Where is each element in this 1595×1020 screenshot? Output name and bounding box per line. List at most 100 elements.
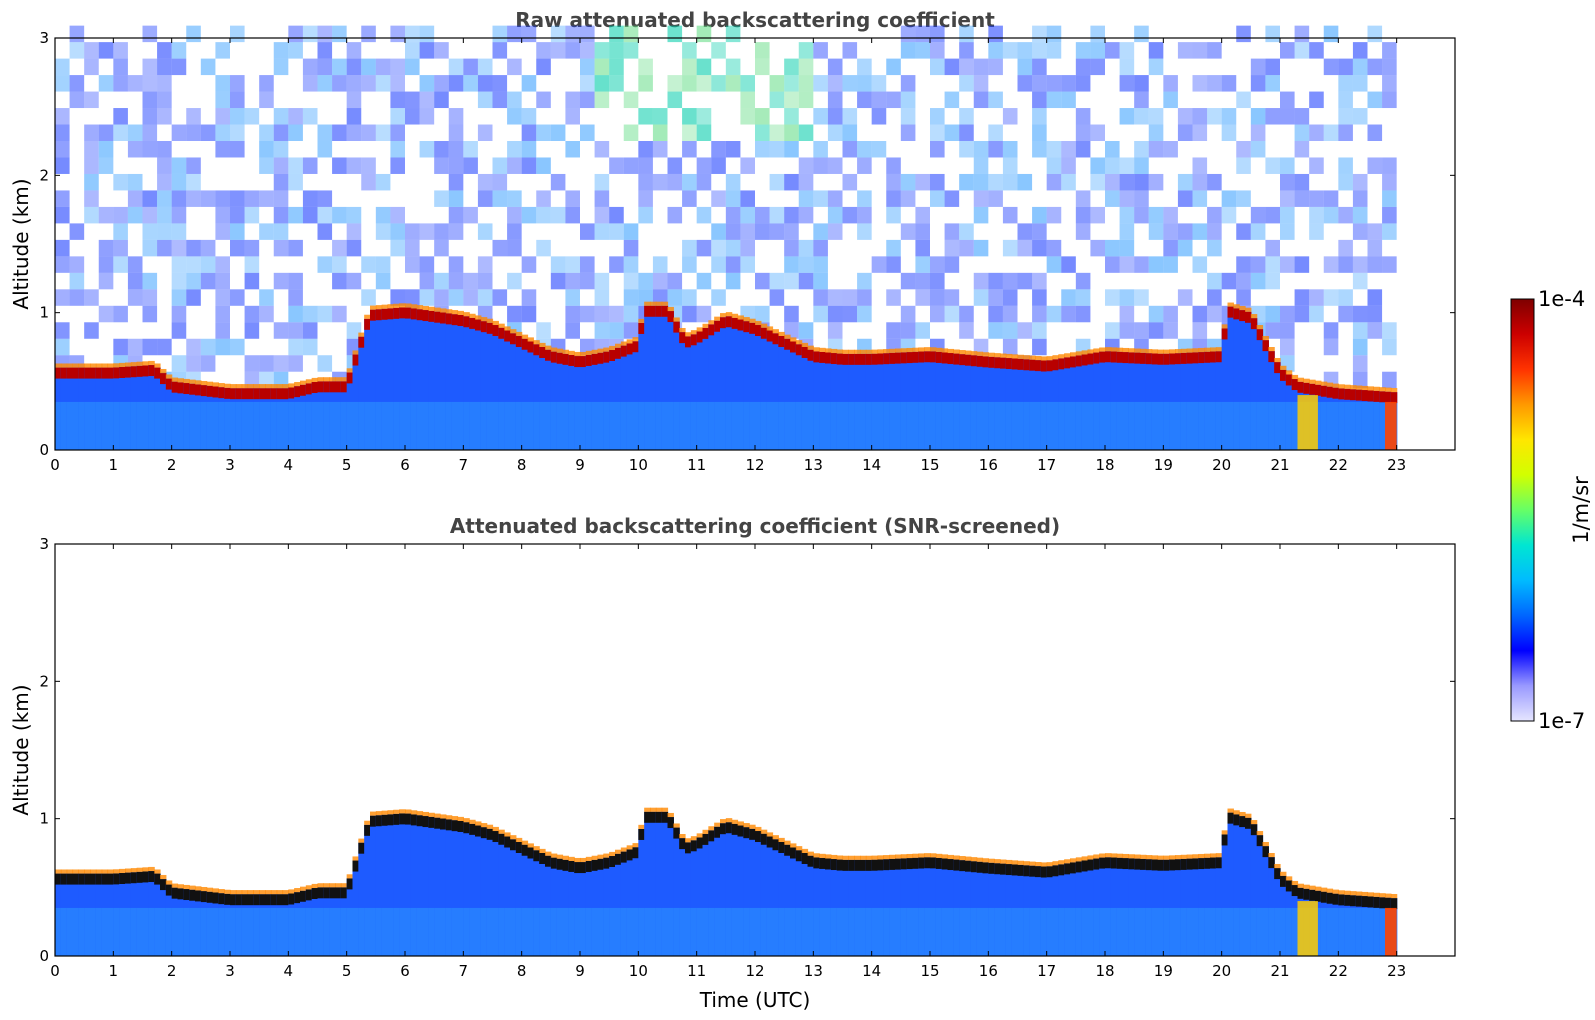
layer-edge-cell: [609, 345, 616, 351]
layer-band-cell: [265, 894, 272, 906]
x-tick-label: 2: [167, 962, 177, 980]
noise-cell: [1163, 223, 1178, 240]
x-tick-label: 20: [1212, 962, 1231, 980]
surface-layer-column: [1116, 401, 1124, 450]
layer-band-cell: [119, 873, 126, 884]
surface-layer-column: [556, 907, 564, 956]
noise-cell: [652, 272, 668, 290]
noise-cell: [623, 272, 639, 290]
layer-band-cell: [171, 887, 179, 899]
boundary-layer-column: [714, 320, 721, 450]
boundary-layer-column: [702, 833, 709, 956]
surface-layer-column: [125, 401, 132, 450]
noise-cell: [638, 157, 653, 174]
boundary-layer-column: [650, 305, 657, 450]
boundary-layer-column: [912, 857, 919, 956]
noise-cell: [200, 239, 216, 257]
noise-cell: [536, 124, 551, 141]
noise-cell: [638, 141, 653, 158]
noise-cell: [186, 173, 201, 191]
noise-cell: [1323, 124, 1339, 141]
layer-edge-cell: [119, 868, 126, 874]
noise-cell: [244, 239, 260, 257]
layer-edge-cell: [55, 869, 62, 874]
boundary-layer-column: [1110, 351, 1118, 450]
layer-band-cell: [877, 353, 884, 365]
noise-cell: [244, 108, 260, 125]
noise-cell: [857, 206, 872, 224]
noise-cell: [915, 322, 930, 339]
layer-band-cell: [253, 388, 260, 400]
noise-cell: [1148, 58, 1164, 76]
noise-cell: [1046, 173, 1062, 191]
layer-band-cell: [300, 890, 307, 902]
layer-band-cell: [1303, 382, 1310, 394]
layer-edge-cell: [1262, 842, 1269, 847]
layer-band-cell: [906, 352, 914, 364]
layer-band-cell: [160, 373, 167, 385]
surface-layer-column: [988, 401, 995, 450]
layer-edge-cell: [171, 377, 179, 382]
noise-cell: [273, 42, 289, 59]
surface-layer-column: [1221, 907, 1229, 956]
layer-band-cell: [206, 385, 214, 397]
layer-edge-cell: [1326, 888, 1334, 893]
layer-edge-cell: [533, 846, 540, 851]
noise-cell: [798, 239, 814, 257]
layer-edge-cell: [632, 843, 639, 848]
layer-edge-cell: [813, 347, 820, 352]
noise-cell: [725, 206, 741, 224]
noise-cell: [1032, 322, 1047, 339]
noise-cell: [1032, 75, 1047, 92]
noise-cell: [1352, 75, 1368, 92]
noise-cell: [302, 206, 318, 224]
boundary-layer-column: [766, 836, 774, 956]
boundary-layer-column: [889, 858, 896, 956]
noise-cell: [769, 141, 785, 158]
layer-band-cell: [142, 365, 149, 377]
noise-cell: [842, 75, 858, 92]
noise-cell: [1382, 58, 1397, 76]
noise-cell: [944, 190, 960, 207]
surface-layer-column: [90, 401, 97, 450]
noise-cell: [871, 91, 887, 109]
boundary-layer-column: [1151, 859, 1159, 956]
surface-layer-column: [906, 401, 914, 450]
noise-cell: [186, 124, 201, 141]
noise-cell: [565, 272, 580, 290]
layer-band-cell: [410, 814, 418, 826]
noise-cell: [98, 42, 114, 59]
boundary-layer-column: [504, 330, 511, 450]
surface-layer-column: [877, 401, 884, 450]
layer-edge-cell: [970, 351, 978, 356]
layer-band-cell: [807, 855, 814, 867]
noise-cell: [1367, 239, 1383, 257]
noise-cell: [215, 108, 230, 125]
layer-band-cell: [813, 857, 820, 869]
layer-edge-cell: [1093, 854, 1100, 859]
noise-cell: [113, 256, 128, 273]
surface-layer-column: [492, 907, 499, 956]
noise-cell: [273, 223, 289, 240]
noise-cell: [827, 289, 843, 306]
layer-edge-cell: [393, 303, 400, 308]
boundary-layer-column: [638, 322, 645, 450]
noise-cell: [696, 75, 712, 92]
surface-layer-column: [661, 401, 669, 450]
noise-cell: [113, 305, 128, 323]
noise-cell: [609, 58, 624, 76]
noise-cell: [959, 58, 974, 76]
layer-band-cell: [626, 343, 634, 355]
noise-cell: [332, 75, 347, 92]
layer-edge-cell: [1274, 863, 1281, 869]
noise-cell: [682, 108, 697, 125]
boundary-layer-column: [457, 315, 464, 450]
surface-layer-column: [276, 907, 284, 956]
surface-layer-column: [655, 401, 663, 450]
surface-layer-column: [60, 907, 68, 956]
boundary-layer-column: [1122, 352, 1129, 450]
noise-cell: [273, 173, 289, 191]
x-tick-label: 3: [225, 962, 235, 980]
layer-edge-cell: [1186, 854, 1194, 859]
layer-edge-cell: [1163, 349, 1170, 354]
